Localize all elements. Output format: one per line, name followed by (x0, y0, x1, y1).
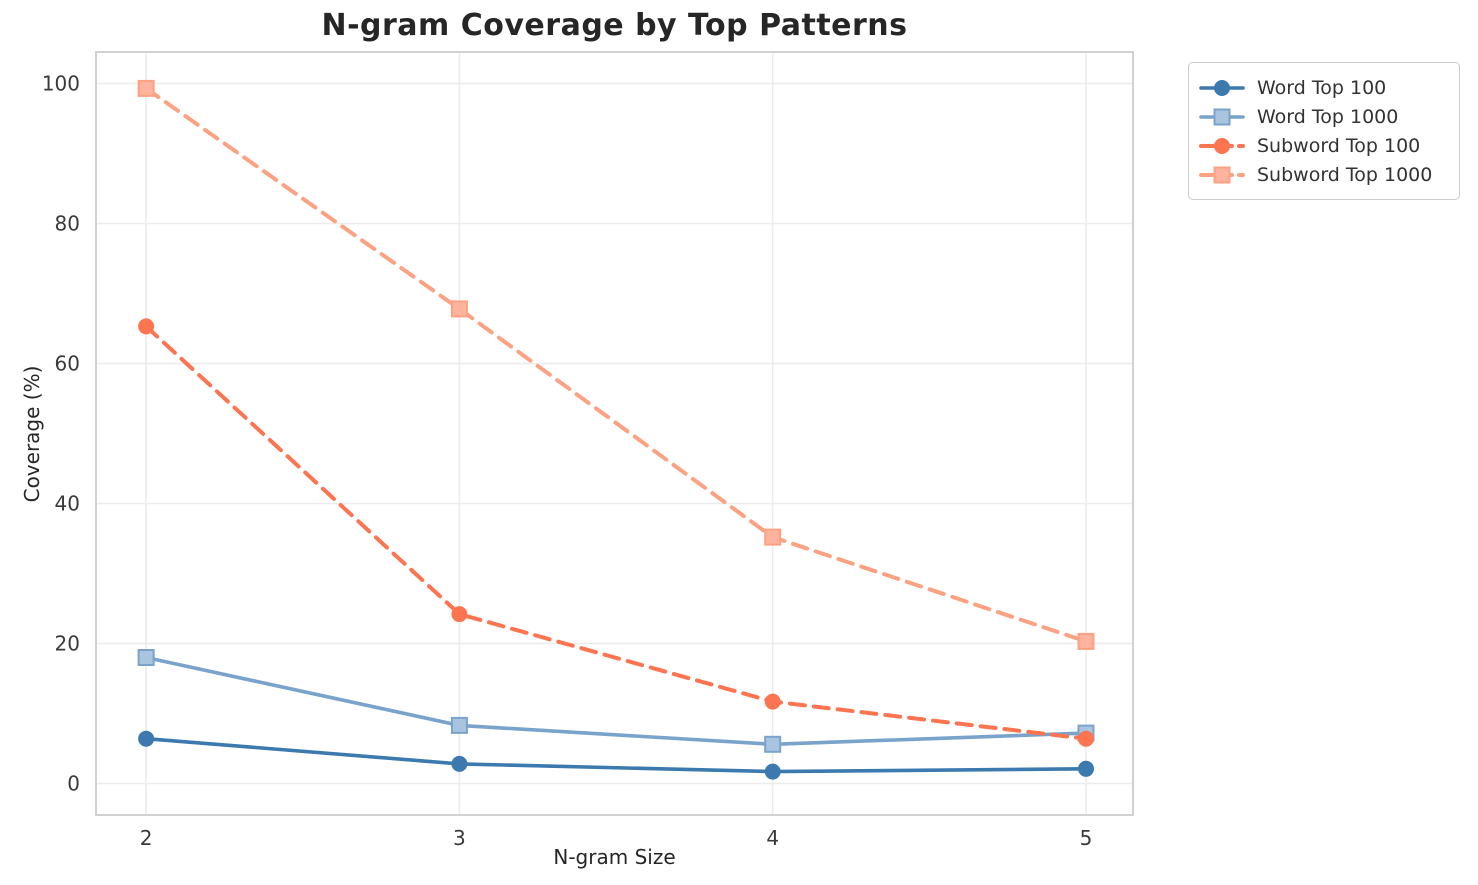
y-tick-label: 100 (42, 72, 80, 96)
x-axis-label: N-gram Size (553, 845, 676, 869)
data-point-square (450, 716, 468, 734)
x-tick-label: 4 (766, 826, 779, 850)
legend-marker-glyph (1214, 137, 1230, 154)
legend: Word Top 100 Word Top 1000 Subword Top 100… (1188, 62, 1460, 200)
data-point-circle (764, 763, 781, 780)
data-point-circle (451, 606, 468, 623)
legend-marker-glyph (1214, 79, 1230, 96)
legend-label: Subword Top 1000 (1257, 163, 1433, 186)
y-tick-label: 60 (55, 352, 80, 376)
legend-item: Subword Top 100 (1199, 131, 1447, 160)
chart-title: N-gram Coverage by Top Patterns (321, 8, 908, 43)
data-point-square (450, 300, 468, 318)
data-point-circle (138, 730, 155, 747)
data-point-circle (764, 693, 781, 710)
data-point-circle (138, 318, 155, 335)
data-point-square (137, 649, 155, 666)
data-point-square (764, 735, 782, 753)
series-line-word-top-100 (144, 736, 1088, 774)
x-tick-label: 3 (453, 826, 466, 850)
legend-label: Subword Top 100 (1257, 134, 1421, 157)
plot-border (95, 51, 1134, 816)
data-point-square (137, 79, 155, 97)
data-point-square (764, 528, 782, 546)
series-line-subword-top-1000 (144, 86, 1089, 644)
y-tick-label: 80 (55, 212, 80, 236)
series-line-word-top-1000 (144, 655, 1088, 747)
x-tick-label: 5 (1080, 826, 1093, 850)
legend-item: Word Top 100 (1199, 73, 1447, 102)
legend-label: Word Top 1000 (1257, 105, 1399, 128)
y-tick-label: 20 (55, 632, 80, 656)
legend-marker-glyph (1213, 108, 1231, 125)
legend-item: Subword Top 1000 (1199, 160, 1447, 189)
legend-label: Word Top 100 (1257, 76, 1387, 99)
data-point-circle (1078, 730, 1095, 747)
y-tick-label: 0 (67, 772, 80, 796)
legend-marker-circle-icon (1199, 79, 1245, 96)
legend-marker-square-icon (1199, 108, 1245, 125)
legend-marker-square-icon (1199, 166, 1245, 183)
legend-marker-glyph (1213, 166, 1231, 183)
y-tick-label: 40 (55, 492, 80, 516)
legend-marker-circle-icon (1199, 137, 1245, 154)
series-line-subword-top-100 (144, 324, 1089, 741)
data-point-circle (451, 755, 468, 772)
data-point-square (1077, 632, 1095, 650)
y-axis-label: Coverage (%) (20, 365, 44, 503)
legend-item: Word Top 1000 (1199, 102, 1447, 131)
x-tick-label: 2 (140, 826, 153, 850)
data-point-circle (1078, 760, 1095, 777)
